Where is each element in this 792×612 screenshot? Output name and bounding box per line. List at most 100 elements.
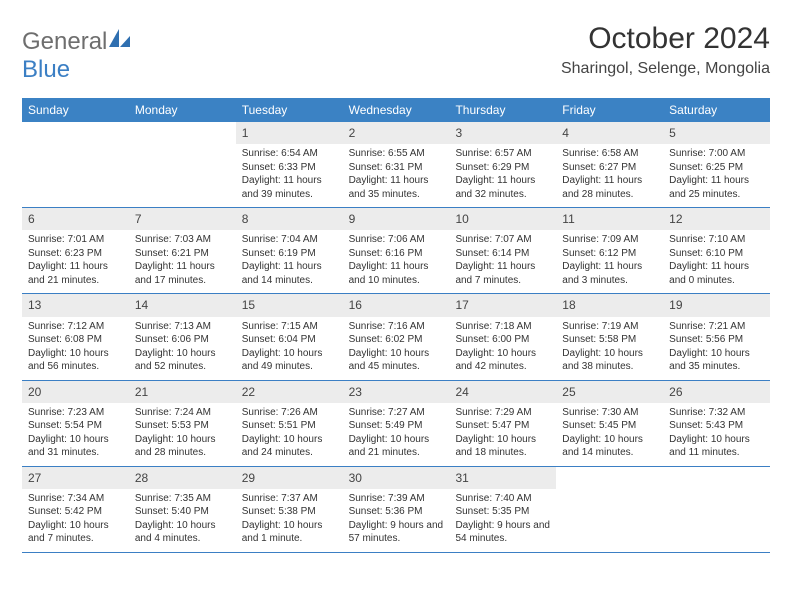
brand-general: General xyxy=(22,28,107,55)
day-cell: 8Sunrise: 7:04 AMSunset: 6:19 PMDaylight… xyxy=(236,208,343,293)
day-cell: 2Sunrise: 6:55 AMSunset: 6:31 PMDaylight… xyxy=(343,122,450,207)
day-cell-empty xyxy=(556,467,663,552)
sunset-line: Sunset: 6:04 PM xyxy=(242,333,337,347)
brand-logo: General Blue xyxy=(22,28,131,84)
sunrise-line: Sunrise: 7:35 AM xyxy=(135,492,230,506)
day-cell: 18Sunrise: 7:19 AMSunset: 5:58 PMDayligh… xyxy=(556,294,663,379)
day-number: 16 xyxy=(343,294,450,316)
daylight-line: Daylight: 10 hours and 45 minutes. xyxy=(349,347,444,374)
sunrise-line: Sunrise: 7:39 AM xyxy=(349,492,444,506)
sunset-line: Sunset: 5:42 PM xyxy=(28,505,123,519)
sunrise-line: Sunrise: 7:09 AM xyxy=(562,233,657,247)
day-number: 23 xyxy=(343,381,450,403)
sunrise-line: Sunrise: 7:06 AM xyxy=(349,233,444,247)
sunrise-line: Sunrise: 6:54 AM xyxy=(242,147,337,161)
daylight-line: Daylight: 10 hours and 49 minutes. xyxy=(242,347,337,374)
sunrise-line: Sunrise: 7:30 AM xyxy=(562,406,657,420)
sunset-line: Sunset: 6:00 PM xyxy=(455,333,550,347)
day-number: 17 xyxy=(449,294,556,316)
day-cell: 23Sunrise: 7:27 AMSunset: 5:49 PMDayligh… xyxy=(343,381,450,466)
brand-text: General Blue xyxy=(22,28,131,84)
daylight-line: Daylight: 11 hours and 0 minutes. xyxy=(669,260,764,287)
day-number: 19 xyxy=(663,294,770,316)
day-number: 13 xyxy=(22,294,129,316)
sunset-line: Sunset: 5:49 PM xyxy=(349,419,444,433)
sunrise-line: Sunrise: 7:12 AM xyxy=(28,320,123,334)
sunset-line: Sunset: 6:14 PM xyxy=(455,247,550,261)
day-number: 18 xyxy=(556,294,663,316)
location-subtitle: Sharingol, Selenge, Mongolia xyxy=(561,60,770,78)
sunset-line: Sunset: 5:36 PM xyxy=(349,505,444,519)
day-cell: 26Sunrise: 7:32 AMSunset: 5:43 PMDayligh… xyxy=(663,381,770,466)
daylight-line: Daylight: 11 hours and 14 minutes. xyxy=(242,260,337,287)
dayname-header: Sunday xyxy=(22,98,129,122)
sunset-line: Sunset: 6:10 PM xyxy=(669,247,764,261)
day-number: 26 xyxy=(663,381,770,403)
day-number: 22 xyxy=(236,381,343,403)
daylight-line: Daylight: 10 hours and 56 minutes. xyxy=(28,347,123,374)
week-row: 13Sunrise: 7:12 AMSunset: 6:08 PMDayligh… xyxy=(22,294,770,380)
sunrise-line: Sunrise: 7:00 AM xyxy=(669,147,764,161)
day-number: 9 xyxy=(343,208,450,230)
sunset-line: Sunset: 6:27 PM xyxy=(562,161,657,175)
sunset-line: Sunset: 5:58 PM xyxy=(562,333,657,347)
sunrise-line: Sunrise: 7:27 AM xyxy=(349,406,444,420)
day-cell-empty xyxy=(22,122,129,207)
day-number: 15 xyxy=(236,294,343,316)
dayname-header: Thursday xyxy=(449,98,556,122)
week-row: 20Sunrise: 7:23 AMSunset: 5:54 PMDayligh… xyxy=(22,381,770,467)
day-number: 12 xyxy=(663,208,770,230)
day-number: 6 xyxy=(22,208,129,230)
day-number: 20 xyxy=(22,381,129,403)
sunset-line: Sunset: 6:23 PM xyxy=(28,247,123,261)
sunrise-line: Sunrise: 7:15 AM xyxy=(242,320,337,334)
brand-blue: Blue xyxy=(22,56,70,83)
sunset-line: Sunset: 6:21 PM xyxy=(135,247,230,261)
daylight-line: Daylight: 10 hours and 28 minutes. xyxy=(135,433,230,460)
sunrise-line: Sunrise: 7:01 AM xyxy=(28,233,123,247)
day-cell: 28Sunrise: 7:35 AMSunset: 5:40 PMDayligh… xyxy=(129,467,236,552)
day-cell: 10Sunrise: 7:07 AMSunset: 6:14 PMDayligh… xyxy=(449,208,556,293)
day-cell: 15 Sunrise: 7:15 AMSunset: 6:04 PMDayligh… xyxy=(236,294,343,379)
day-cell-empty xyxy=(663,467,770,552)
sunset-line: Sunset: 6:19 PM xyxy=(242,247,337,261)
sunset-line: Sunset: 6:31 PM xyxy=(349,161,444,175)
sunset-line: Sunset: 5:47 PM xyxy=(455,419,550,433)
daylight-line: Daylight: 10 hours and 11 minutes. xyxy=(669,433,764,460)
day-number: 21 xyxy=(129,381,236,403)
daylight-line: Daylight: 10 hours and 7 minutes. xyxy=(28,519,123,546)
sunset-line: Sunset: 5:45 PM xyxy=(562,419,657,433)
day-cell: 19Sunrise: 7:21 AMSunset: 5:56 PMDayligh… xyxy=(663,294,770,379)
week-row: 6Sunrise: 7:01 AMSunset: 6:23 PMDaylight… xyxy=(22,208,770,294)
day-cell: 4Sunrise: 6:58 AMSunset: 6:27 PMDaylight… xyxy=(556,122,663,207)
day-cell: 6 Sunrise: 7:01 AMSunset: 6:23 PMDaylight… xyxy=(22,208,129,293)
sunrise-line: Sunrise: 7:13 AM xyxy=(135,320,230,334)
day-number: 31 xyxy=(449,467,556,489)
day-number: 28 xyxy=(129,467,236,489)
calendar-page: General Blue October 2024 Sharingol, Sel… xyxy=(0,0,792,553)
calendar-header-row: SundayMondayTuesdayWednesdayThursdayFrid… xyxy=(22,98,770,122)
day-cell: 14Sunrise: 7:13 AMSunset: 6:06 PMDayligh… xyxy=(129,294,236,379)
sunset-line: Sunset: 6:29 PM xyxy=(455,161,550,175)
sunset-line: Sunset: 6:08 PM xyxy=(28,333,123,347)
day-cell-empty xyxy=(129,122,236,207)
day-number: 2 xyxy=(343,122,450,144)
title-block: October 2024 Sharingol, Selenge, Mongoli… xyxy=(561,22,770,78)
day-cell: 30Sunrise: 7:39 AMSunset: 5:36 PMDayligh… xyxy=(343,467,450,552)
dayname-header: Wednesday xyxy=(343,98,450,122)
day-cell: 17Sunrise: 7:18 AMSunset: 6:00 PMDayligh… xyxy=(449,294,556,379)
daylight-line: Daylight: 10 hours and 18 minutes. xyxy=(455,433,550,460)
sunrise-line: Sunrise: 7:21 AM xyxy=(669,320,764,334)
dayname-header: Monday xyxy=(129,98,236,122)
daylight-line: Daylight: 11 hours and 17 minutes. xyxy=(135,260,230,287)
day-number: 25 xyxy=(556,381,663,403)
day-cell: 7Sunrise: 7:03 AMSunset: 6:21 PMDaylight… xyxy=(129,208,236,293)
day-cell: 16Sunrise: 7:16 AMSunset: 6:02 PMDayligh… xyxy=(343,294,450,379)
sunset-line: Sunset: 5:38 PM xyxy=(242,505,337,519)
day-cell: 29Sunrise: 7:37 AMSunset: 5:38 PMDayligh… xyxy=(236,467,343,552)
day-cell: 9Sunrise: 7:06 AMSunset: 6:16 PMDaylight… xyxy=(343,208,450,293)
sunset-line: Sunset: 5:43 PM xyxy=(669,419,764,433)
day-cell: 22Sunrise: 7:26 AMSunset: 5:51 PMDayligh… xyxy=(236,381,343,466)
daylight-line: Daylight: 11 hours and 21 minutes. xyxy=(28,260,123,287)
sunset-line: Sunset: 5:35 PM xyxy=(455,505,550,519)
